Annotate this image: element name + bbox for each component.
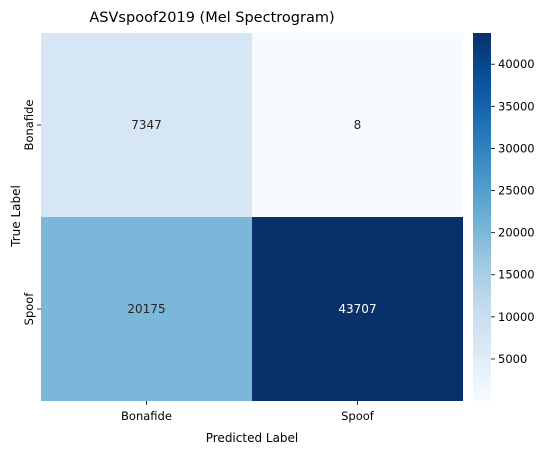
cell-value-label: 8 bbox=[354, 118, 362, 132]
colorbar-tick-label: 40000 bbox=[498, 57, 535, 71]
cell-value-label: 43707 bbox=[338, 302, 376, 316]
y-tick-label: Bonafide bbox=[22, 100, 36, 151]
y-tick-label: Spoof bbox=[22, 292, 36, 326]
cell-annotations: 7347 8 20175 43707 bbox=[127, 118, 376, 316]
chart-title: ASVspoof2019 (Mel Spectrogram) bbox=[89, 10, 334, 26]
colorbar-tick-label: 20000 bbox=[498, 226, 535, 240]
cell-value-label: 20175 bbox=[127, 302, 165, 316]
x-axis-label: Predicted Label bbox=[206, 431, 299, 445]
heatmap-cell bbox=[252, 33, 463, 217]
heatmap-cell bbox=[252, 217, 463, 401]
y-axis-label: True Label bbox=[9, 185, 23, 248]
colorbar: 5000 10000 15000 20000 25000 30000 35000 40000 bbox=[473, 33, 535, 401]
cell-value-label: 7347 bbox=[131, 118, 162, 132]
colorbar-tick-label: 15000 bbox=[498, 268, 535, 282]
colorbar-tick-label: 35000 bbox=[498, 99, 535, 113]
colorbar-tick-label: 30000 bbox=[498, 141, 535, 155]
x-tick-label: Spoof bbox=[341, 409, 375, 423]
heatmap-cell bbox=[41, 217, 252, 401]
colorbar-tick-label: 25000 bbox=[498, 184, 535, 198]
y-axis: Bonafide Spoof bbox=[22, 100, 41, 326]
colorbar-tick-label: 10000 bbox=[498, 310, 535, 324]
x-tick-label: Bonafide bbox=[121, 409, 172, 423]
x-axis: Bonafide Spoof bbox=[121, 401, 375, 423]
colorbar-gradient bbox=[473, 33, 491, 401]
colorbar-tick-label: 5000 bbox=[498, 352, 527, 366]
heatmap-cells bbox=[41, 33, 463, 401]
heatmap-cell bbox=[41, 33, 252, 217]
